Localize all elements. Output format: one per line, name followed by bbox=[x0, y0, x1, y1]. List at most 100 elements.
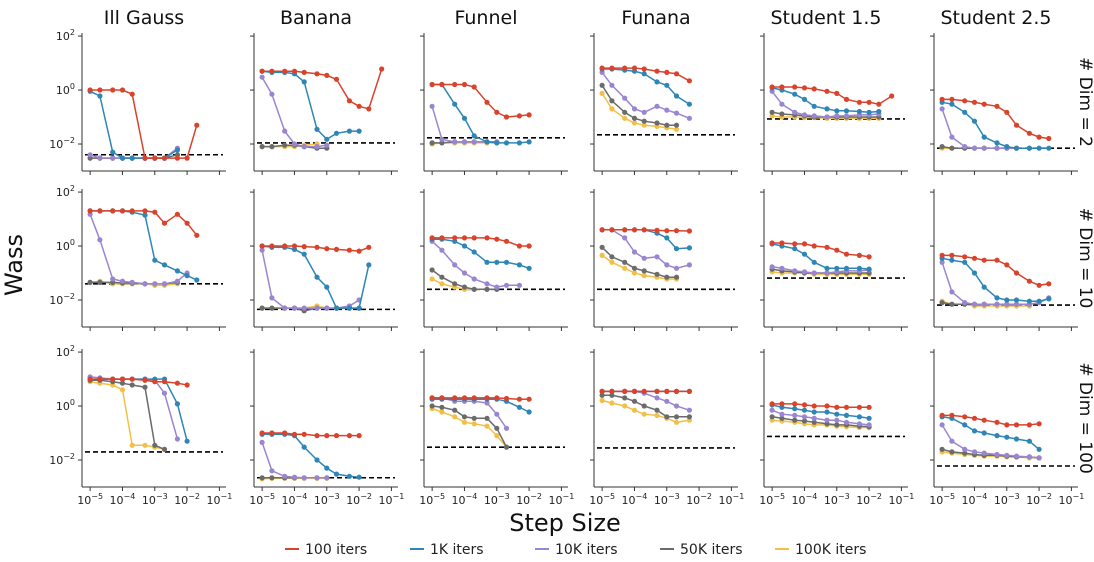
data-point bbox=[824, 270, 830, 276]
data-point bbox=[461, 270, 468, 276]
panel-r0-c4 bbox=[760, 33, 908, 175]
data-point bbox=[119, 387, 126, 393]
data-point bbox=[346, 473, 352, 479]
x-tick-label: 10−5 bbox=[249, 492, 275, 507]
data-point bbox=[834, 269, 840, 275]
data-point bbox=[939, 106, 945, 112]
x-tick-label: 10−4 bbox=[282, 492, 308, 507]
data-point bbox=[429, 81, 435, 88]
data-point bbox=[866, 266, 872, 272]
series-line bbox=[771, 266, 870, 274]
data-point bbox=[631, 115, 638, 121]
data-point bbox=[282, 305, 288, 311]
data-point bbox=[1013, 301, 1020, 307]
data-point bbox=[769, 407, 775, 413]
data-point bbox=[356, 433, 362, 439]
data-point bbox=[779, 265, 785, 271]
data-point bbox=[622, 95, 628, 101]
panel-r2-c5: 10−5 10−4 10−3 10−2 10−1 bbox=[929, 349, 1084, 507]
data-point bbox=[631, 398, 638, 404]
y-tick-label: 102 bbox=[56, 184, 75, 199]
data-point bbox=[609, 259, 615, 265]
y-tick-label: 102 bbox=[56, 344, 75, 359]
data-point bbox=[356, 474, 362, 480]
series-line bbox=[262, 68, 383, 110]
data-point bbox=[641, 109, 647, 115]
data-point bbox=[811, 103, 817, 109]
x-axis-title: Step Size bbox=[509, 509, 621, 537]
y-tick-label: 10−2 bbox=[49, 452, 75, 467]
data-point bbox=[939, 446, 945, 452]
data-point bbox=[184, 438, 190, 444]
data-point bbox=[599, 244, 605, 250]
series-line bbox=[432, 83, 530, 144]
series-line bbox=[432, 397, 530, 400]
data-point bbox=[801, 418, 808, 424]
data-point bbox=[971, 270, 978, 276]
panel-r2-c2: 10−5 10−4 10−3 10−2 10−1 bbox=[419, 349, 574, 507]
data-point bbox=[856, 99, 863, 105]
data-point bbox=[161, 262, 168, 268]
data-point bbox=[494, 411, 500, 417]
data-point bbox=[622, 388, 628, 394]
data-point bbox=[452, 395, 458, 401]
data-point bbox=[152, 442, 158, 448]
data-point bbox=[622, 227, 628, 233]
data-point bbox=[516, 282, 523, 288]
x-tick-label: 10−5 bbox=[589, 492, 615, 507]
data-point bbox=[811, 409, 817, 415]
data-point bbox=[461, 139, 468, 145]
data-point bbox=[824, 409, 830, 415]
data-point bbox=[142, 281, 148, 287]
data-point bbox=[516, 140, 523, 146]
data-point bbox=[866, 99, 872, 105]
data-point bbox=[119, 155, 126, 161]
data-point bbox=[981, 450, 987, 456]
data-point bbox=[314, 244, 320, 250]
data-point bbox=[314, 71, 320, 77]
data-point bbox=[291, 305, 298, 311]
data-point bbox=[1026, 422, 1032, 428]
x-tick-label: 10−1 bbox=[719, 492, 745, 507]
data-point bbox=[1026, 130, 1032, 136]
legend-label: 100 iters bbox=[305, 542, 367, 558]
data-point bbox=[324, 305, 330, 311]
data-point bbox=[962, 259, 968, 265]
data-point bbox=[471, 421, 477, 427]
data-point bbox=[259, 475, 265, 481]
data-point bbox=[526, 243, 532, 249]
data-point bbox=[119, 87, 126, 93]
data-point bbox=[471, 235, 477, 241]
data-point bbox=[526, 139, 532, 145]
data-point bbox=[1004, 144, 1010, 150]
data-point bbox=[471, 395, 477, 401]
data-point bbox=[686, 262, 693, 268]
data-point bbox=[609, 98, 615, 104]
data-point bbox=[356, 305, 362, 311]
data-point bbox=[622, 403, 628, 409]
series-line bbox=[941, 416, 1040, 450]
data-point bbox=[801, 96, 808, 102]
data-point bbox=[516, 396, 523, 402]
data-point bbox=[1004, 434, 1010, 440]
data-point bbox=[97, 155, 103, 161]
data-point bbox=[641, 388, 647, 394]
data-point bbox=[301, 444, 307, 450]
data-point bbox=[324, 142, 330, 148]
data-point bbox=[824, 106, 830, 112]
data-point bbox=[129, 155, 135, 161]
data-point bbox=[324, 246, 330, 252]
data-point bbox=[939, 300, 945, 306]
data-point bbox=[1004, 452, 1010, 458]
panel-r1-c5 bbox=[930, 189, 1078, 331]
data-point bbox=[631, 120, 638, 126]
data-point bbox=[866, 254, 872, 260]
data-point bbox=[664, 228, 670, 234]
data-point bbox=[1013, 436, 1020, 442]
data-point bbox=[471, 415, 477, 421]
data-point bbox=[282, 243, 288, 249]
data-point bbox=[949, 252, 955, 258]
data-point bbox=[439, 395, 445, 401]
data-point bbox=[366, 106, 372, 112]
data-point bbox=[1013, 145, 1020, 151]
